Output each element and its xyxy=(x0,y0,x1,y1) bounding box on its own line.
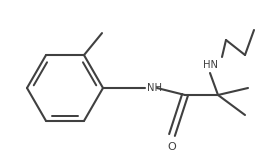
Text: NH: NH xyxy=(146,83,162,93)
Text: O: O xyxy=(168,142,176,152)
Text: HN: HN xyxy=(202,60,218,70)
